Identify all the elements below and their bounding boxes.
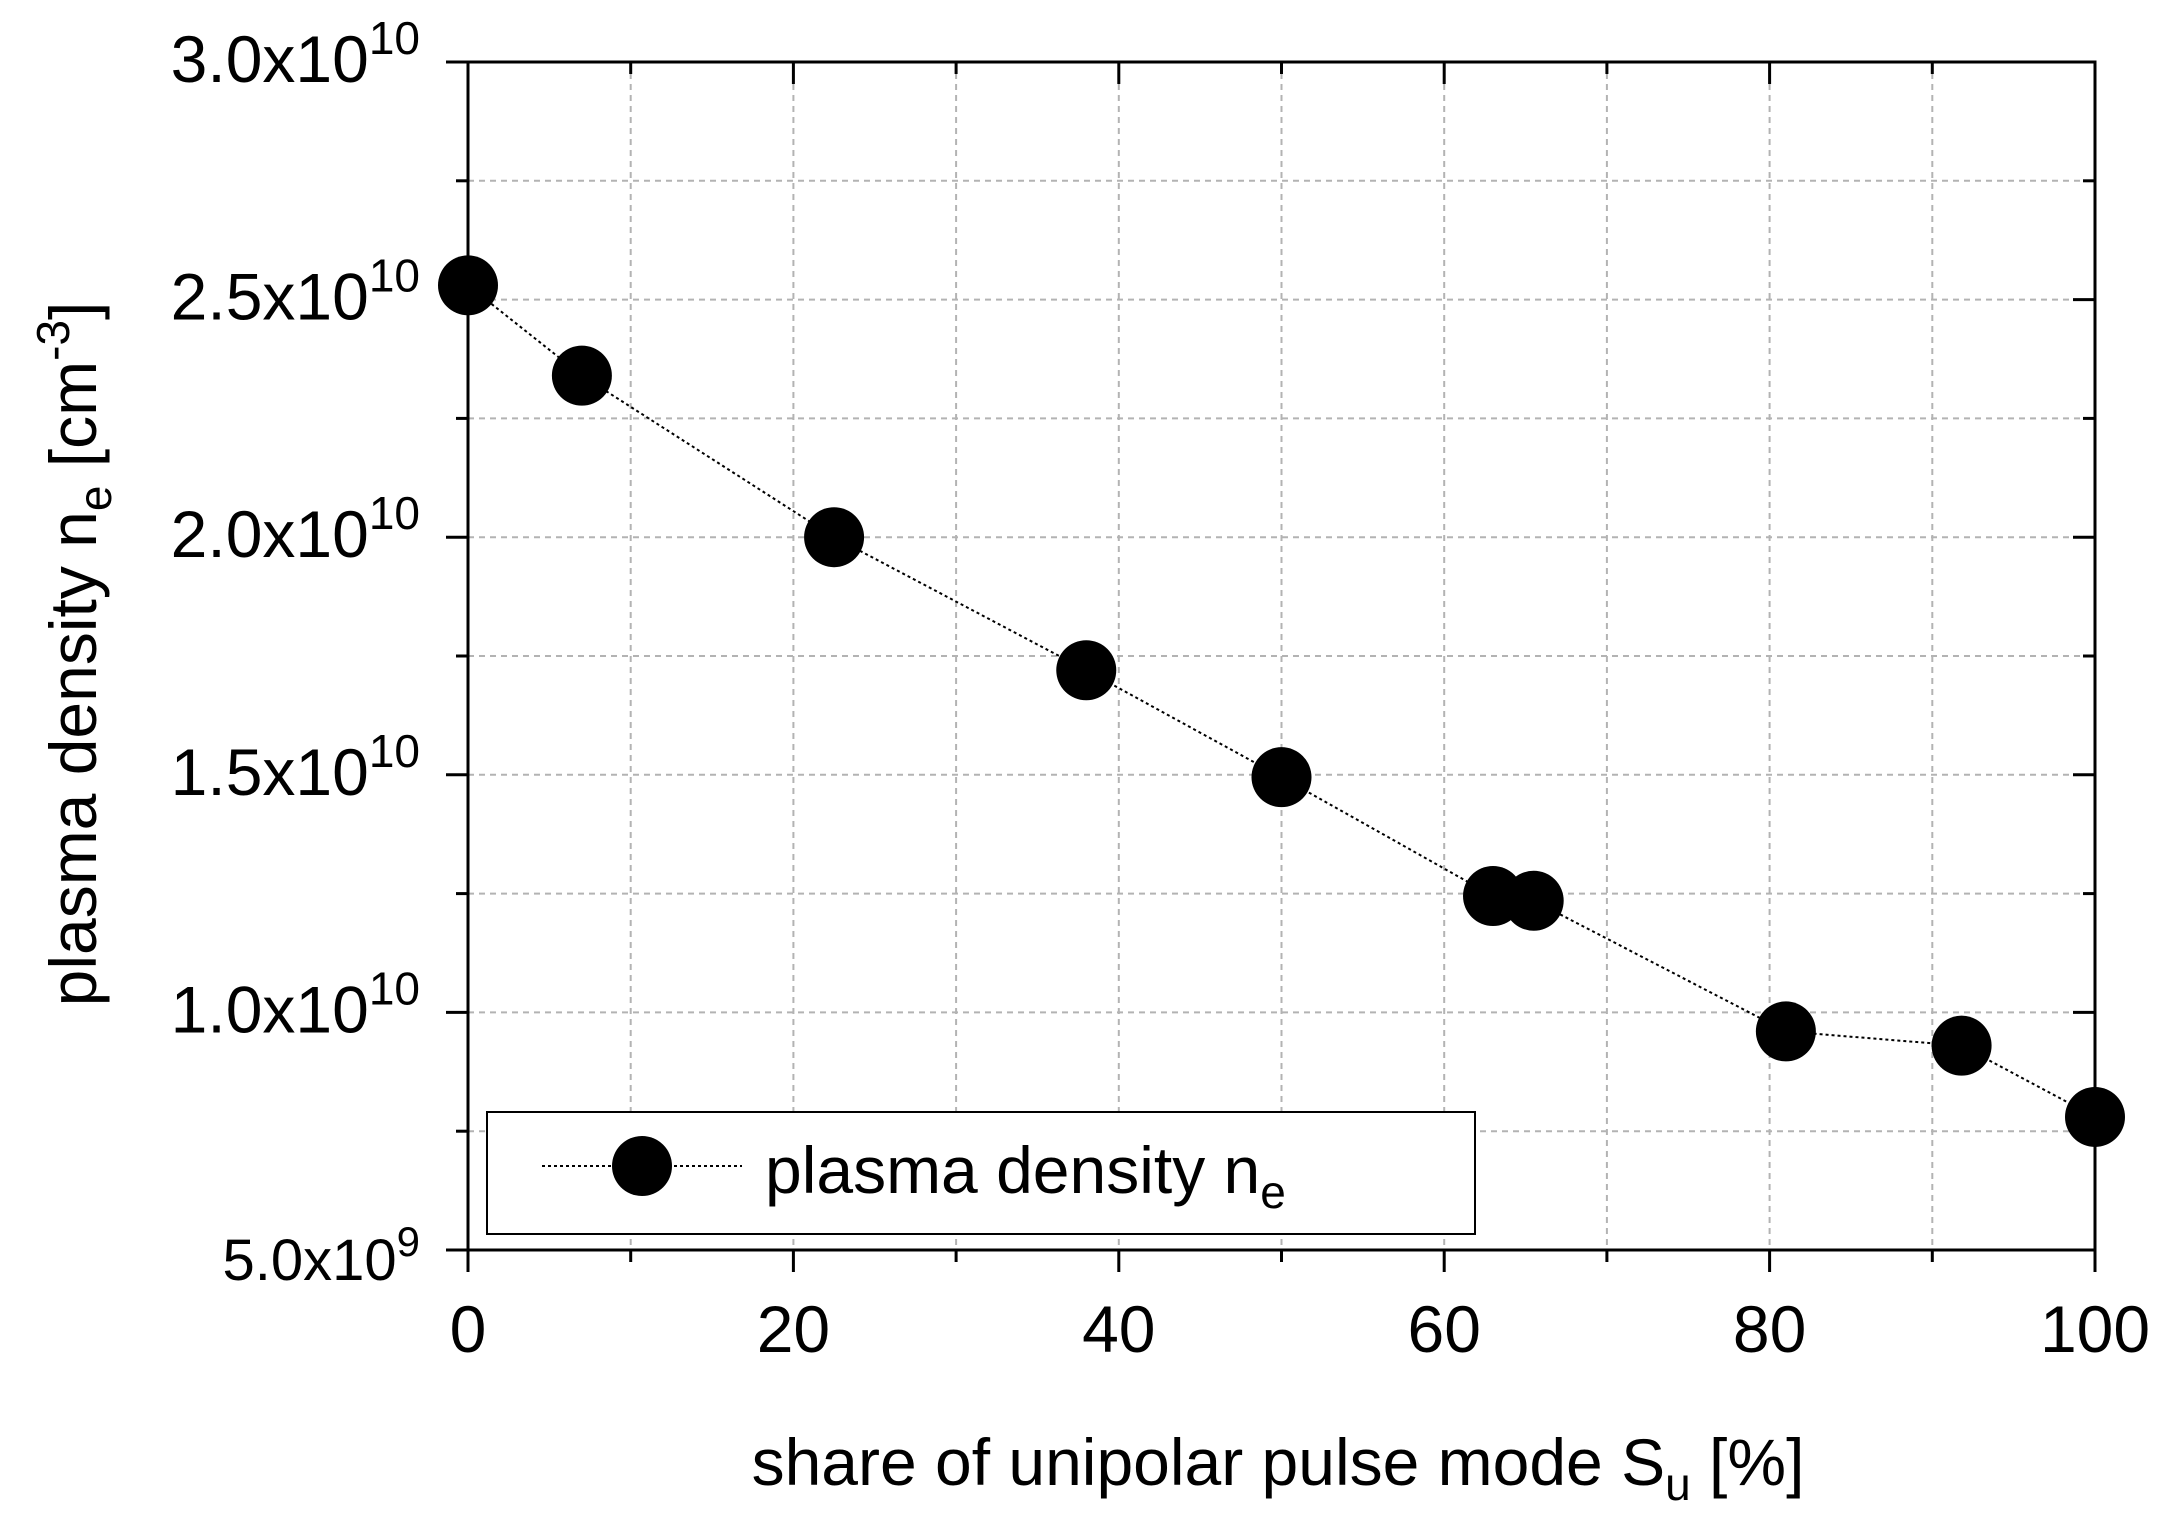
y-axis-label-unit-superscript: -3	[27, 320, 79, 361]
tick-labels: 0 20 40 60 80 1005.0x1091.0x10101.5x10102.0x1…	[171, 12, 2150, 1366]
x-tick-label: 20	[757, 1292, 830, 1366]
ticks	[446, 60, 2097, 1272]
data-point	[551, 345, 612, 406]
x-tick-label: 60	[1407, 1292, 1480, 1366]
series-line	[467, 284, 2096, 1118]
legend-label-subscript: e	[1260, 1166, 1286, 1218]
y-axis-label-main: plasma density n	[36, 511, 110, 1006]
y-tick-label-mantissa: 2.0x10	[171, 497, 369, 571]
data-point	[1056, 640, 1117, 701]
y-axis-label-unit: [cm	[36, 361, 110, 486]
y-tick-label-exponent: 10	[369, 725, 420, 777]
legend-marker-sample	[612, 1136, 672, 1196]
x-axis-label-subscript: u	[1665, 1458, 1691, 1510]
y-tick-label: 3.0x1010	[171, 12, 420, 96]
y-axis-label: plasma density ne [cm-3]	[27, 302, 121, 1007]
y-tick-label-mantissa: 2.5x10	[171, 260, 369, 334]
x-axis-label-unit: [%]	[1691, 1425, 1805, 1499]
x-tick-label: 80	[1733, 1292, 1806, 1366]
y-tick-label-mantissa: 1.5x10	[171, 735, 369, 809]
legend: plasma density ne	[486, 1111, 1476, 1235]
data-point	[1503, 870, 1564, 931]
grid	[468, 62, 2095, 1250]
y-axis-label-subscript: e	[69, 486, 121, 512]
y-tick-label-exponent: 10	[369, 487, 420, 539]
data-point	[1931, 1015, 1992, 1076]
y-tick-label-exponent: 10	[369, 250, 420, 302]
x-axis-label: share of unipolar pulse mode Su [%]	[752, 1425, 1805, 1510]
series-layer	[438, 255, 2125, 1147]
data-point	[1755, 1001, 1816, 1062]
y-tick-label-exponent: 9	[397, 1218, 420, 1265]
y-tick-label-exponent: 10	[369, 962, 420, 1014]
y-tick-label: 1.0x1010	[171, 962, 420, 1046]
y-tick-label: 2.0x1010	[171, 487, 420, 571]
y-axis-label-unit-end: ]	[36, 302, 110, 320]
x-tick-label: 100	[2040, 1292, 2150, 1366]
legend-label-main: plasma density n	[765, 1133, 1260, 1207]
y-tick-label: 2.5x1010	[171, 250, 420, 334]
x-tick-label: 40	[1082, 1292, 1155, 1366]
y-tick-label: 5.0x109	[222, 1218, 420, 1293]
y-tick-label-mantissa: 5.0x10	[222, 1228, 396, 1293]
y-tick-label-mantissa: 3.0x10	[171, 22, 369, 96]
data-point	[804, 507, 865, 568]
y-tick-label-exponent: 10	[369, 12, 420, 64]
x-axis-label-main: share of unipolar pulse mode S	[752, 1425, 1666, 1499]
y-tick-label-mantissa: 1.0x10	[171, 972, 369, 1046]
legend-label: plasma density ne	[765, 1133, 1286, 1218]
x-tick-label: 0	[450, 1292, 487, 1366]
data-point	[1251, 747, 1312, 808]
y-tick-label: 1.5x1010	[171, 725, 420, 809]
